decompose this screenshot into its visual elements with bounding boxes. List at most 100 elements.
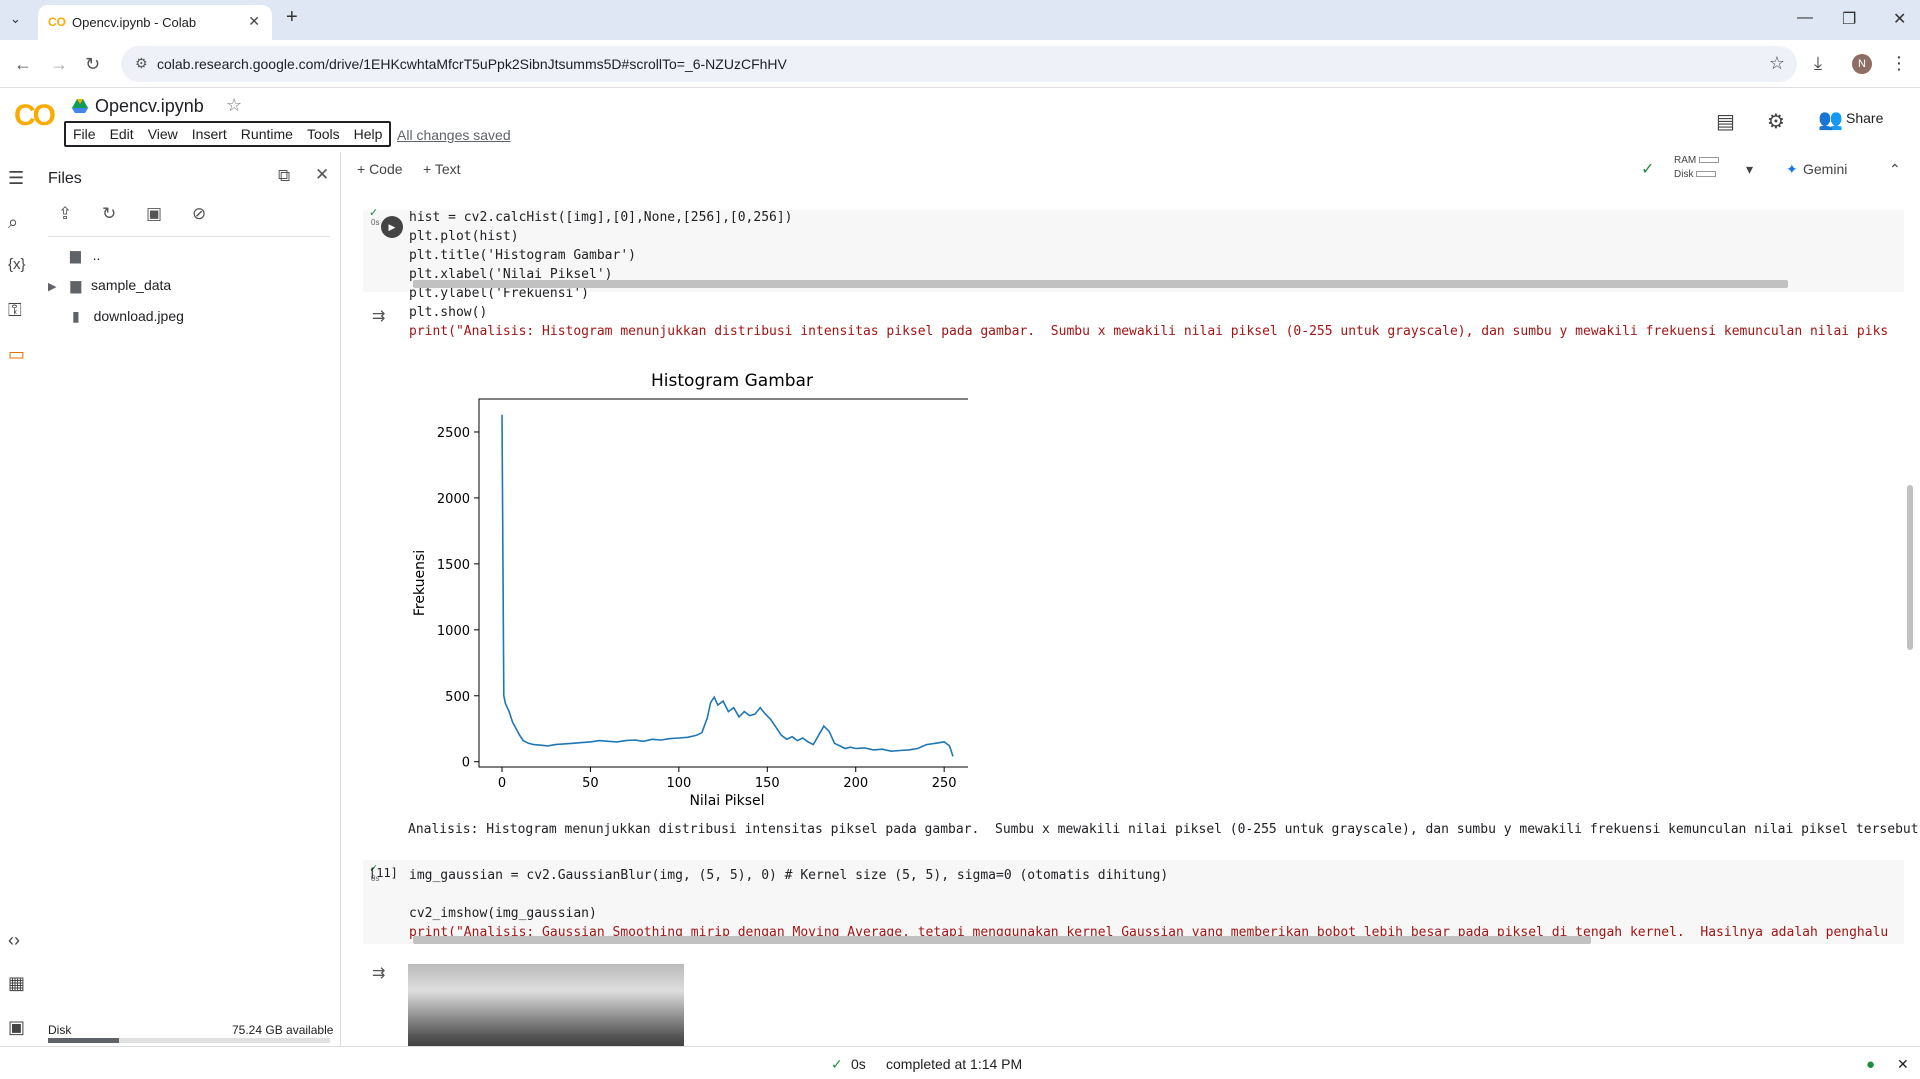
horizontal-scrollbar[interactable] bbox=[413, 936, 1591, 944]
browser-tab[interactable]: CO Opencv.ipynb - Colab ✕ bbox=[38, 5, 272, 40]
code-editor[interactable]: hist = cv2.calcHist([img],[0],None,[256]… bbox=[409, 208, 1889, 341]
download-icon[interactable]: ⤓ bbox=[1814, 53, 1822, 73]
run-cell-button[interactable]: ▶ bbox=[381, 216, 403, 238]
star-notebook-icon[interactable]: ☆ bbox=[226, 95, 243, 115]
menu-file[interactable]: File bbox=[73, 126, 96, 142]
code-line: cv2_imshow(img_gaussian) bbox=[409, 906, 597, 921]
browser-menu-icon[interactable]: ⋮ bbox=[1890, 53, 1908, 73]
x-tick-label: 100 bbox=[666, 776, 691, 791]
folder-icon: ▆ bbox=[70, 277, 82, 293]
code-cell[interactable]: ✓ 0s ▶ hist = cv2.calcHist([img],[0],Non… bbox=[363, 207, 1904, 339]
comments-icon[interactable]: ▤ bbox=[1716, 111, 1735, 133]
avatar[interactable]: N bbox=[1852, 54, 1872, 74]
bookmark-star-icon[interactable]: ☆ bbox=[1768, 53, 1785, 73]
output-toggle-icon[interactable]: ⇉ bbox=[372, 965, 386, 982]
new-tab-icon[interactable]: + bbox=[286, 6, 298, 28]
colab-favicon-icon: CO bbox=[48, 15, 66, 29]
share-people-icon[interactable]: 👥 bbox=[1818, 109, 1843, 131]
ram-label: RAM bbox=[1674, 155, 1697, 166]
gaussian-output-image bbox=[408, 964, 684, 1046]
notebook-toolbar: + Code + Text ✓ RAM Disk ▾ ✦ Gemini ⌃ bbox=[341, 152, 1920, 188]
add-code-button[interactable]: + Code bbox=[357, 161, 403, 177]
list-item[interactable]: ▶ ▆ sample_data bbox=[48, 277, 171, 294]
list-item[interactable]: ▮ download.jpeg bbox=[72, 308, 184, 325]
code-line: print("Analisis: Histogram menunjukkan d… bbox=[409, 324, 1889, 339]
command-palette-icon[interactable]: ▦ bbox=[8, 973, 26, 993]
code-cell[interactable]: ✓ 0s [11] img_gaussian = cv2.GaussianBlu… bbox=[363, 860, 1904, 944]
back-icon[interactable]: ← bbox=[14, 54, 32, 74]
left-rail: ☰ ⌕ {x} ⚿ ▭ ‹› ▦ ▣ bbox=[0, 152, 40, 1052]
status-close-icon[interactable]: ✕ bbox=[1897, 1056, 1909, 1072]
colab-logo[interactable]: CO bbox=[14, 99, 56, 132]
url-field[interactable]: ⚙ colab.research.google.com/drive/1EHKcw… bbox=[121, 46, 1797, 82]
site-info-icon[interactable]: ⚙ bbox=[135, 55, 148, 71]
restore-icon[interactable]: ❐ bbox=[1842, 11, 1857, 28]
executed-check-icon: ✓ bbox=[369, 863, 379, 875]
gemini-sparkle-icon[interactable]: ✦ bbox=[1786, 161, 1798, 177]
runtime-dropdown-icon[interactable]: ▾ bbox=[1746, 161, 1754, 177]
x-tick-label: 250 bbox=[932, 776, 957, 791]
y-tick-label: 2500 bbox=[437, 426, 470, 441]
executed-check-icon: ✓ bbox=[369, 207, 379, 219]
address-bar-row: ← → ↻ ⚙ colab.research.google.com/drive/… bbox=[0, 40, 1920, 88]
vertical-scrollbar[interactable] bbox=[1907, 485, 1913, 650]
table-of-contents-icon[interactable]: ☰ bbox=[8, 168, 25, 188]
code-snippets-icon[interactable]: ‹› bbox=[8, 930, 20, 950]
output-toggle-icon[interactable]: ⇉ bbox=[372, 308, 386, 325]
refresh-icon[interactable]: ↻ bbox=[102, 204, 117, 223]
add-text-button[interactable]: + Text bbox=[423, 161, 461, 177]
menu-edit[interactable]: Edit bbox=[109, 126, 134, 142]
ram-bar bbox=[1699, 157, 1720, 164]
list-item[interactable]: ▆ .. bbox=[70, 247, 100, 264]
status-completed[interactable]: completed at 1:14 PM bbox=[886, 1056, 1023, 1072]
settings-gear-icon[interactable]: ⚙ bbox=[1767, 111, 1785, 133]
hide-files-icon[interactable]: ⊘ bbox=[192, 204, 207, 223]
files-panel: Files ⧉ ✕ ⇪ ↻ ▣ ⊘ ▆ .. ▶ ▆ sample_data ▮… bbox=[40, 152, 341, 1046]
menu-help[interactable]: Help bbox=[353, 126, 383, 142]
browser-tab-bar: ⌄ CO Opencv.ipynb - Colab ✕ + — ❐ ✕ bbox=[0, 0, 1920, 40]
tab-title: Opencv.ipynb - Colab bbox=[72, 15, 197, 30]
menu-tools[interactable]: Tools bbox=[306, 126, 340, 142]
save-status[interactable]: All changes saved bbox=[397, 127, 511, 143]
share-button[interactable]: Share bbox=[1846, 110, 1884, 126]
horizontal-scrollbar[interactable] bbox=[413, 280, 1788, 288]
x-tick-label: 150 bbox=[755, 776, 780, 791]
variables-icon[interactable]: {x} bbox=[8, 256, 26, 273]
expand-arrow-icon[interactable]: ▶ bbox=[48, 281, 57, 293]
files-folder-icon[interactable]: ▭ bbox=[8, 344, 26, 364]
reload-icon[interactable]: ↻ bbox=[85, 54, 101, 74]
status-bar: ✓ 0s completed at 1:14 PM ● ✕ bbox=[0, 1046, 1920, 1079]
y-tick-label: 500 bbox=[445, 690, 470, 705]
notebook-title[interactable]: Opencv.ipynb bbox=[95, 96, 204, 116]
resource-monitor[interactable]: RAM Disk bbox=[1674, 154, 1720, 182]
upload-file-icon[interactable]: ⇪ bbox=[58, 204, 73, 223]
open-in-tab-icon[interactable]: ⧉ bbox=[278, 166, 291, 185]
code-line: plt.show() bbox=[409, 305, 488, 320]
y-tick-label: 0 bbox=[462, 756, 470, 771]
close-panel-icon[interactable]: ✕ bbox=[315, 165, 330, 184]
disk-free: 75.24 GB available bbox=[232, 1023, 334, 1037]
search-icon[interactable]: ⌕ bbox=[8, 212, 19, 232]
menu-insert[interactable]: Insert bbox=[191, 126, 227, 142]
chart-title: Histogram Gambar bbox=[651, 371, 813, 391]
tab-close-icon[interactable]: ✕ bbox=[248, 13, 260, 29]
drive-icon bbox=[72, 99, 88, 113]
menu-bar: File Edit View Insert Runtime Tools Help bbox=[64, 121, 392, 147]
window-close-icon[interactable]: ✕ bbox=[1893, 11, 1907, 28]
secrets-key-icon[interactable]: ⚿ bbox=[8, 300, 22, 320]
disk-usage-fill bbox=[48, 1038, 119, 1043]
x-axis-label: Nilai Piksel bbox=[689, 793, 764, 809]
menu-runtime[interactable]: Runtime bbox=[240, 126, 293, 142]
terminal-icon[interactable]: ▣ bbox=[8, 1017, 26, 1037]
collapse-icon[interactable]: ⌃ bbox=[1889, 161, 1901, 177]
tab-search-icon[interactable]: ⌄ bbox=[10, 11, 21, 26]
minimize-icon[interactable]: — bbox=[1797, 9, 1813, 26]
exec-time: 0s bbox=[371, 874, 380, 883]
menu-view[interactable]: View bbox=[147, 126, 178, 142]
y-tick-label: 2000 bbox=[437, 492, 470, 507]
mount-drive-icon[interactable]: ▣ bbox=[146, 204, 163, 223]
exec-count: [11] bbox=[369, 866, 398, 880]
code-editor[interactable]: img_gaussian = cv2.GaussianBlur(img, (5,… bbox=[409, 866, 1889, 942]
gemini-button[interactable]: Gemini bbox=[1803, 161, 1848, 177]
forward-icon[interactable]: → bbox=[50, 54, 68, 74]
